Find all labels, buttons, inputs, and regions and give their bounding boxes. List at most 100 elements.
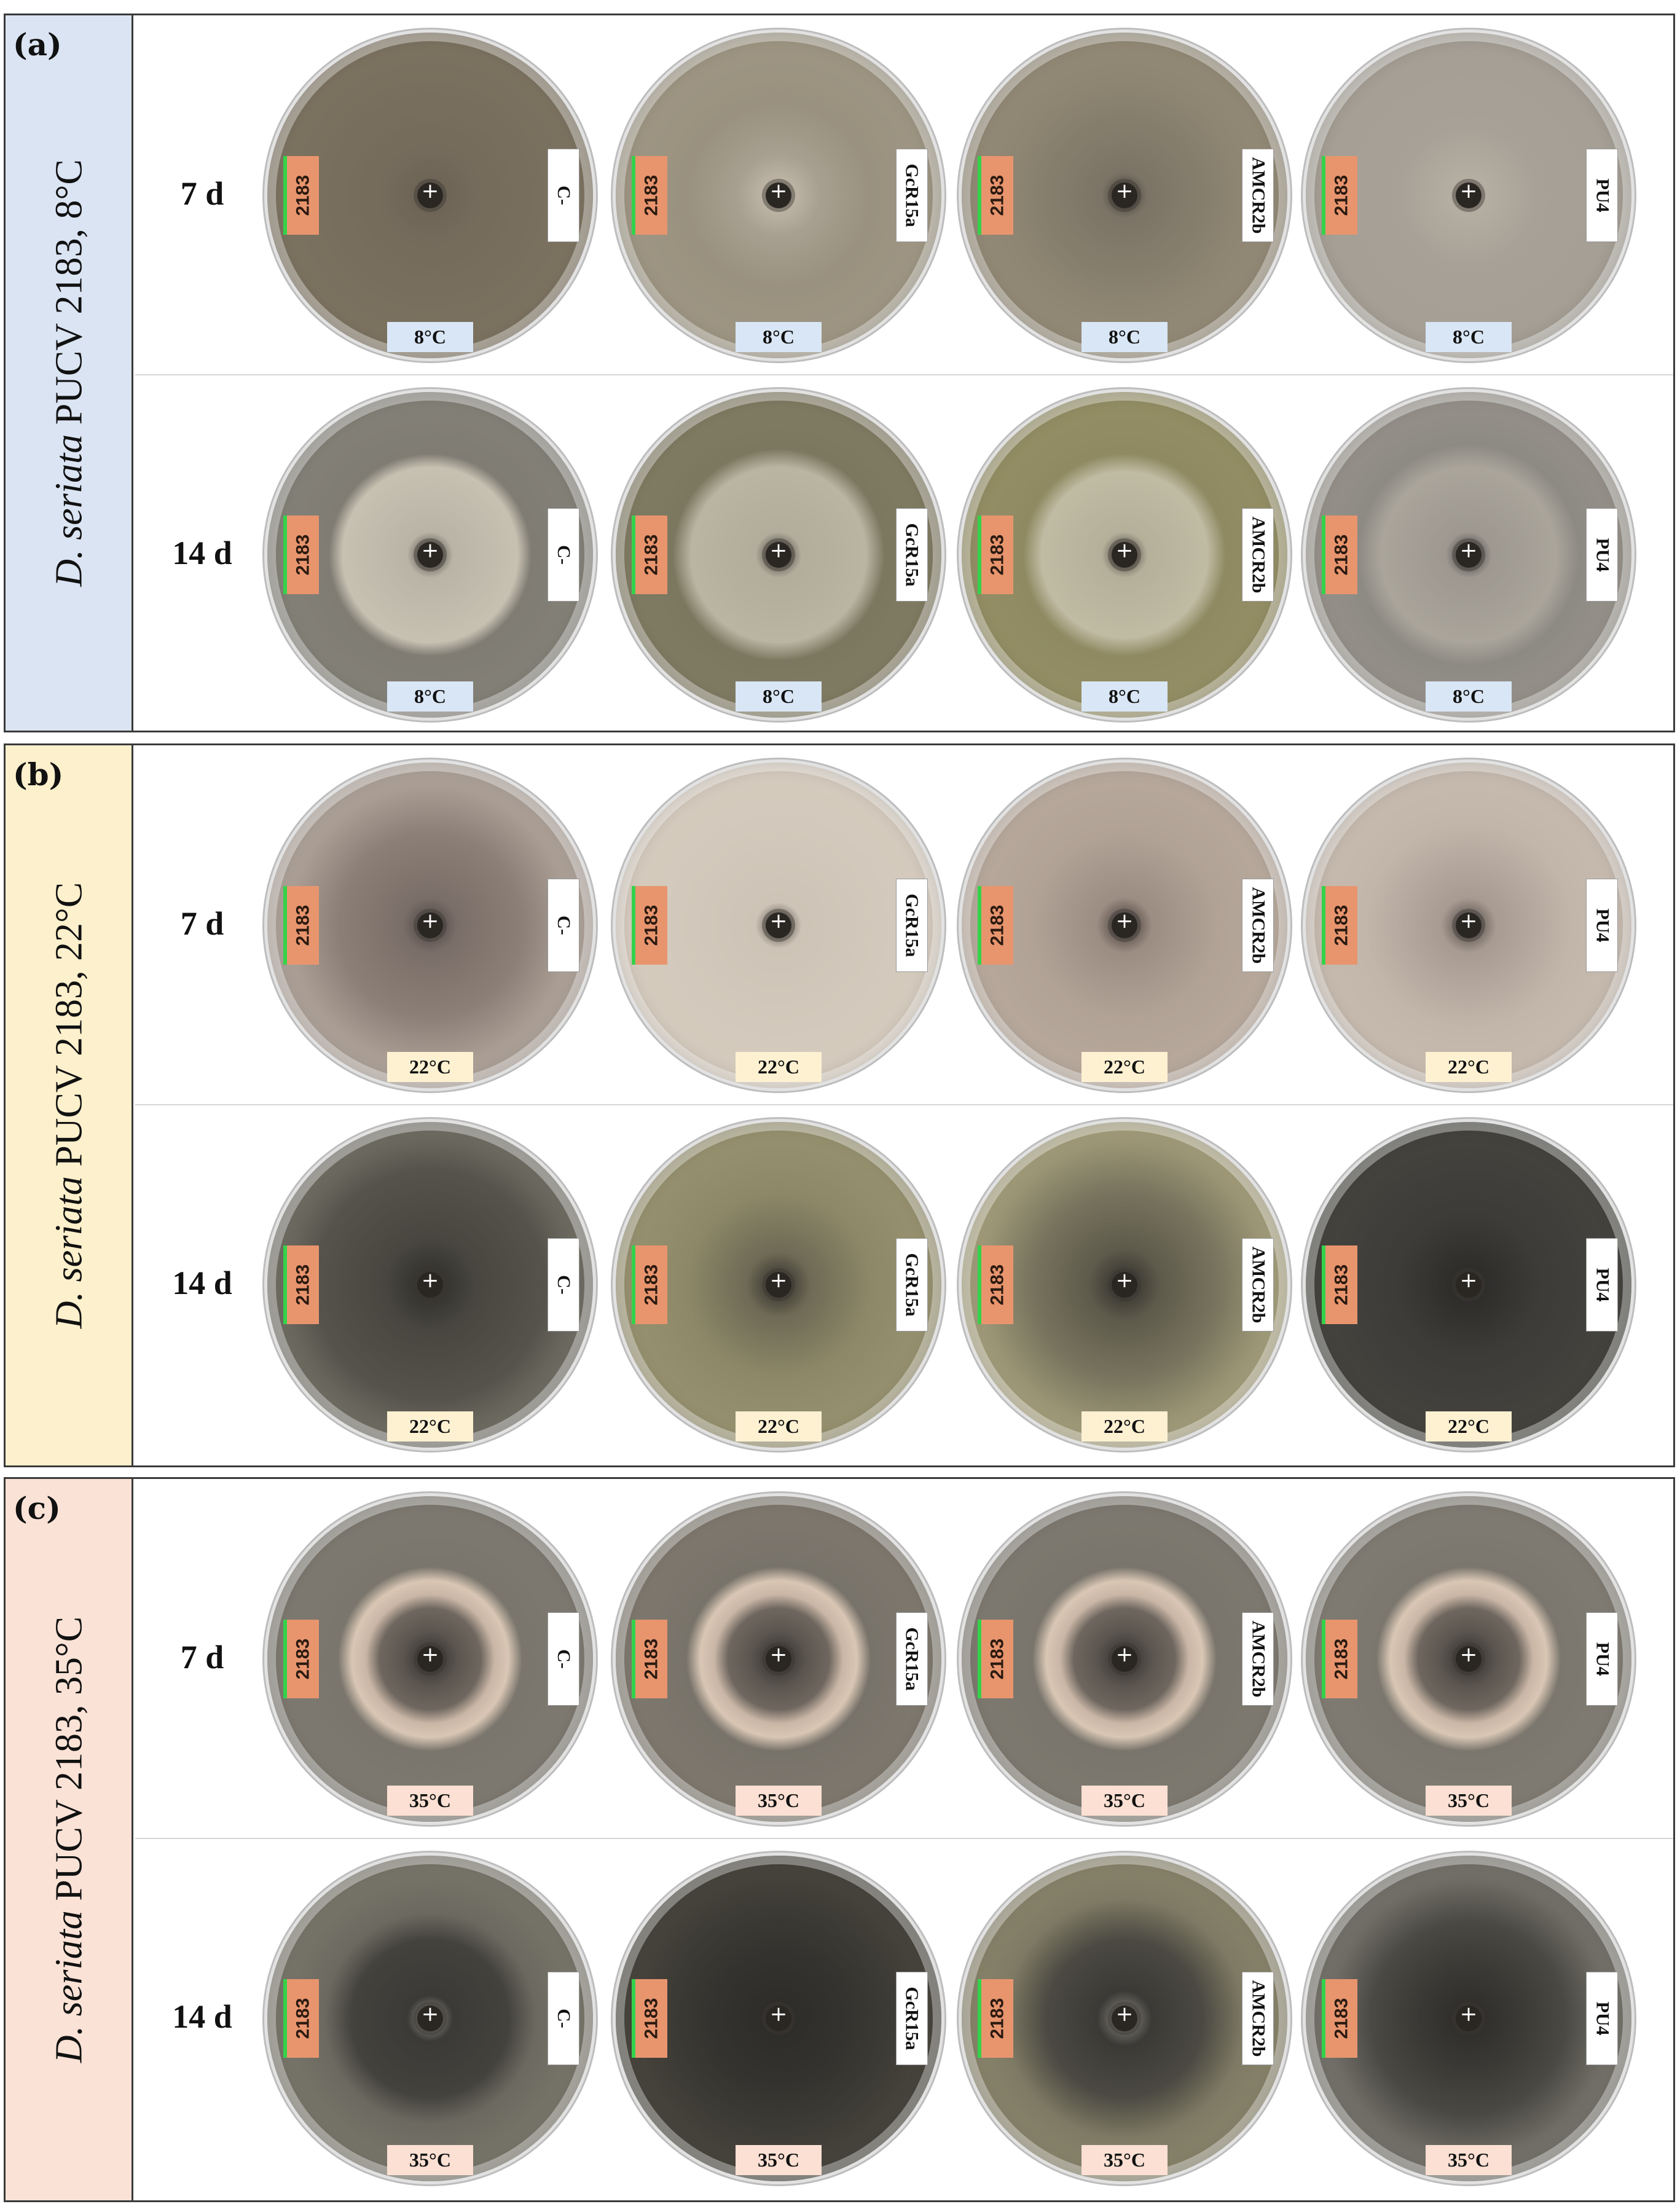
inoculation-well: [766, 909, 791, 938]
inoculation-well: [1456, 1642, 1482, 1672]
treatment-text: PU4: [1592, 178, 1612, 213]
incubation-day-label: 7 d: [180, 175, 224, 212]
treatment-label: GcR15a: [896, 1238, 928, 1332]
treatment-label: GcR15a: [896, 508, 928, 602]
strain-id-label: 2183: [632, 1245, 667, 1324]
temperature-label: 8°C: [387, 681, 473, 712]
strain-id-text: 2183: [641, 904, 661, 946]
strain-id-label: 2183: [978, 156, 1013, 235]
strain-id-text: 2183: [292, 1998, 313, 2039]
treatment-text: PU4: [1592, 2001, 1612, 2036]
petri-dish: 2183 GcR15a 8°C: [616, 392, 941, 718]
strain-id-label: 2183: [283, 1245, 319, 1324]
temperature-label: 35°C: [1426, 2145, 1512, 2175]
strain-and-temperature: PUCV 2183, 22°C: [48, 882, 90, 1177]
petri-dish: 2183 GcR15a 8°C: [616, 33, 941, 358]
incubation-day-label: 14 d: [172, 1264, 232, 1301]
petri-dish: 2183 AMCR2b 8°C: [962, 392, 1287, 718]
strain-id-label: 2183: [632, 886, 667, 965]
strain-id-text: 2183: [641, 1638, 661, 1680]
treatment-label: PU4: [1586, 1612, 1618, 1706]
inoculation-well: [766, 2002, 791, 2031]
treatment-label: PU4: [1586, 149, 1618, 242]
temperature-label: 22°C: [1426, 1052, 1512, 1082]
inoculation-well: [766, 1268, 791, 1298]
inoculation-well: [1112, 909, 1137, 938]
strain-id-text: 2183: [987, 1264, 1007, 1306]
inoculation-well: [1456, 2002, 1482, 2031]
treatment-text: PU4: [1592, 1642, 1612, 1676]
strain-id-label: 2183: [978, 1979, 1013, 2058]
plate-row: 7 d2183C-8°C2183GcR15a8°C2183AMCR2b8°C21…: [135, 15, 1673, 375]
inoculation-well: [1456, 1268, 1482, 1298]
temperature-label: 22°C: [736, 1052, 822, 1082]
petri-dish: 2183 PU4 35°C: [1306, 1856, 1631, 2181]
treatment-text: AMCR2b: [1248, 157, 1268, 234]
strain-id-label: 2183: [1322, 156, 1357, 235]
treatment-label: GcR15a: [896, 879, 928, 972]
strain-id-label: 2183: [1322, 1620, 1357, 1698]
panel-title: D. seriata PUCV 2183, 22°C: [48, 882, 92, 1328]
strain-id-label: 2183: [1322, 516, 1357, 594]
strain-id-text: 2183: [292, 175, 313, 216]
treatment-label: PU4: [1586, 1238, 1618, 1332]
strain-id-label: 2183: [978, 1620, 1013, 1698]
treatment-label: GcR15a: [896, 1972, 928, 2065]
petri-dish: 2183 AMCR2b 35°C: [962, 1856, 1287, 2181]
treatment-text: GcR15a: [902, 1253, 923, 1317]
temperature-label: 8°C: [1426, 681, 1512, 712]
petri-dish: 2183 AMCR2b 22°C: [962, 763, 1287, 1088]
treatment-text: PU4: [1592, 538, 1612, 572]
treatment-text: PU4: [1592, 1268, 1612, 1302]
petri-dish: 2183 C- 35°C: [267, 1856, 593, 2181]
temperature-label: 8°C: [387, 322, 473, 352]
petri-dish: 2183 AMCR2b 8°C: [962, 33, 1287, 358]
strain-id-label: 2183: [283, 516, 319, 594]
treatment-text: AMCR2b: [1248, 1980, 1268, 2057]
strain-id-label: 2183: [978, 886, 1013, 965]
treatment-text: AMCR2b: [1248, 1246, 1268, 1324]
treatment-label: PU4: [1586, 879, 1618, 972]
plate-row: 7 d 2183 C- 22°C 2183 GcR15a 22°C 2183 AMCR2b 22°…: [135, 745, 1673, 1105]
temperature-label: 8°C: [736, 322, 822, 352]
panel-side-strip: (b) D. seriata PUCV 2183, 22°C: [6, 745, 133, 1465]
treatment-label: C-: [548, 1972, 579, 2065]
plate-row: 14 d 2183 C- 35°C 2183 GcR15a 35°C 2183 AMCR2b 35…: [135, 1838, 1673, 2198]
petri-dish: 2183 C- 22°C: [267, 1122, 593, 1448]
strain-id-text: 2183: [292, 1264, 313, 1306]
treatment-label: C-: [548, 1238, 579, 1332]
temperature-label: 8°C: [1081, 322, 1168, 352]
treatment-text: PU4: [1592, 908, 1612, 943]
petri-dish: 2183 C- 35°C: [267, 1496, 593, 1822]
strain-id-label: 2183: [978, 516, 1013, 594]
strain-id-label: 2183: [1322, 1245, 1357, 1324]
treatment-text: AMCR2b: [1248, 1620, 1268, 1698]
strain-id-text: 2183: [987, 1998, 1007, 2039]
petri-dish: 2183 PU4 8°C: [1306, 33, 1631, 358]
temperature-label: 35°C: [736, 2145, 822, 2175]
inoculation-well: [1112, 1268, 1137, 1298]
strain-id-text: 2183: [987, 534, 1007, 576]
temperature-label: 22°C: [1081, 1052, 1168, 1082]
row-divider: [135, 1838, 1673, 1839]
inoculation-well: [417, 538, 443, 568]
strain-id-text: 2183: [1331, 1998, 1351, 2039]
petri-dish: 2183 PU4 35°C: [1306, 1496, 1631, 1822]
strain-id-label: 2183: [283, 1620, 319, 1698]
inoculation-well: [1456, 538, 1482, 568]
strain-id-label: 2183: [1322, 1979, 1357, 2058]
strain-and-temperature: PUCV 2183, 35°C: [48, 1616, 90, 1911]
panel-letter: (c): [13, 1490, 61, 1526]
species-name: D. seriata: [48, 1910, 90, 2063]
strain-id-text: 2183: [987, 1638, 1007, 1680]
temperature-label: 35°C: [387, 2145, 473, 2175]
petri-dish: 2183 PU4 8°C: [1306, 392, 1631, 718]
panel-title: D. seriata PUCV 2183, 8°C: [48, 159, 92, 586]
panel-b: (b) D. seriata PUCV 2183, 22°C 7 d 2183 C- 22…: [4, 743, 1675, 1467]
treatment-label: C-: [548, 149, 579, 242]
strain-id-text: 2183: [1331, 175, 1351, 216]
inoculation-well: [1112, 1642, 1137, 1672]
panel-side-strip: (c) D. seriata PUCV 2183, 35°C: [6, 1479, 133, 2200]
panel-c: (c) D. seriata PUCV 2183, 35°C 7 d 2183 C- 35…: [4, 1477, 1675, 2202]
temperature-label: 35°C: [1426, 1786, 1512, 1816]
